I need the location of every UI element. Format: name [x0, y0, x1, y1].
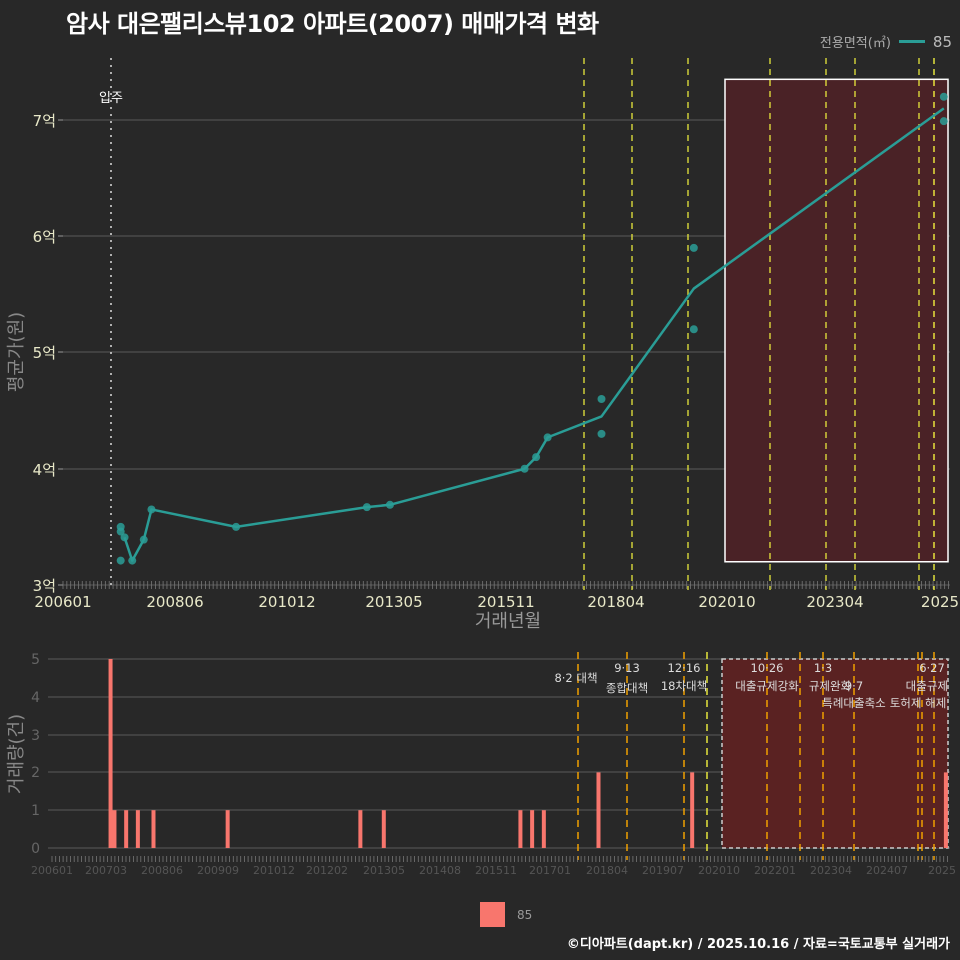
- data-point: [689, 325, 698, 334]
- data-point: [532, 453, 541, 462]
- x-axis-title: 거래년월: [475, 611, 541, 632]
- x-tick-label: 2025: [928, 864, 956, 877]
- x-tick-label: 201701: [529, 864, 571, 877]
- data-point: [597, 429, 606, 438]
- x-tick-label: 201305: [365, 593, 422, 611]
- policy-annotation: 18차대책: [661, 679, 707, 693]
- x-tick-label: 201202: [306, 864, 348, 877]
- x-tick-label: 201408: [419, 864, 461, 877]
- data-point: [116, 527, 125, 536]
- volume-bar: [151, 810, 156, 848]
- data-point: [520, 464, 529, 473]
- volume-bar: [124, 810, 129, 848]
- x-tick-label: 200909: [197, 864, 239, 877]
- chart-title: 암사 대은팰리스뷰102 아파트(2007) 매매가격 변화: [66, 10, 599, 38]
- x-tick-label: 200806: [146, 593, 203, 611]
- volume-bar: [690, 772, 695, 848]
- x-tick-label: 200703: [85, 864, 127, 877]
- data-point: [689, 243, 698, 252]
- policy-annotation: 종합대책: [606, 681, 648, 695]
- volume-bar: [225, 810, 230, 848]
- y-tick-label: 2: [31, 765, 40, 781]
- legend-line-swatch-icon: [898, 40, 925, 43]
- x-tick-label: 200806: [141, 864, 183, 877]
- x-tick-label: 202010: [698, 864, 740, 877]
- legend-area: 전용면적(㎡) 85: [819, 32, 952, 52]
- y-tick-label: 5: [31, 652, 40, 668]
- y-tick-label: 4억: [33, 461, 56, 479]
- data-point: [120, 533, 129, 542]
- legend-value: 85: [932, 32, 952, 51]
- data-point: [543, 433, 552, 442]
- volume-bar: [541, 810, 546, 848]
- x-tick-label: 201804: [587, 593, 644, 611]
- data-point: [139, 535, 148, 544]
- x-tick-label: 202201: [754, 864, 796, 877]
- y-axis-title: 거래량(건): [6, 714, 27, 794]
- volume-bar: [112, 810, 117, 848]
- policy-annotation: 대출규제강화: [735, 679, 799, 693]
- x-tick-label: 202304: [810, 864, 852, 877]
- footer-credit: ©디아파트(dapt.kr) / 2025.10.16 / 자료=국토교통부 실…: [566, 937, 950, 952]
- bar-legend-swatch-icon: [480, 902, 505, 927]
- y-tick-label: 4: [31, 690, 40, 706]
- y-axis-title: 평균가(원): [6, 312, 27, 392]
- data-point: [116, 556, 125, 565]
- x-tick-label: 202407: [866, 864, 908, 877]
- volume-bar: [596, 772, 601, 848]
- x-tick-label: 201511: [475, 864, 517, 877]
- policy-annotation: 10·26: [751, 661, 784, 675]
- bar-legend: 85: [480, 902, 532, 927]
- y-tick-label: 6억: [33, 228, 56, 246]
- x-tick-label: 200601: [34, 593, 91, 611]
- policy-annotation: 9·7: [845, 679, 863, 693]
- x-tick-label: 201012: [258, 593, 315, 611]
- highlight-box: [724, 78, 949, 563]
- data-point: [939, 117, 948, 126]
- data-point: [385, 500, 394, 509]
- x-tick-label: 2025: [921, 593, 959, 611]
- highlight-box: [721, 658, 949, 849]
- y-tick-label: 3: [31, 728, 40, 744]
- bar-legend-value: 85: [517, 907, 533, 922]
- legend-title: 전용면적(㎡): [819, 36, 891, 51]
- policy-annotation: 6·27: [919, 661, 945, 675]
- volume-bar: [135, 810, 140, 848]
- policy-annotation: 규제완화: [809, 679, 852, 693]
- data-point: [597, 395, 606, 403]
- volume-bar: [108, 659, 113, 848]
- x-tick-label: 201012: [253, 864, 295, 877]
- volume-bar: [943, 772, 948, 848]
- x-tick-label: 201305: [363, 864, 405, 877]
- volume-bar: [518, 810, 523, 848]
- policy-annotation: 12·16: [668, 661, 701, 675]
- data-point: [128, 556, 137, 565]
- data-point: [362, 503, 371, 512]
- y-tick-label: 0: [31, 841, 40, 857]
- data-point: [232, 522, 241, 531]
- policy-annotation: 대출규제: [906, 679, 948, 693]
- x-tick-label: 202010: [698, 593, 755, 611]
- y-tick-label: 1: [31, 803, 40, 819]
- x-tick-label: 201907: [642, 864, 684, 877]
- move-in-label: 입주: [99, 91, 123, 106]
- data-point: [147, 505, 156, 514]
- volume-bar: [381, 810, 386, 848]
- y-tick-label: 7억: [33, 112, 56, 130]
- policy-annotation: 8·2 대책: [554, 671, 597, 685]
- data-point: [939, 92, 948, 101]
- x-tick-label: 201804: [586, 864, 628, 877]
- policy-annotation: 토허제 해제: [890, 696, 947, 710]
- policy-annotation: 특례대출축소: [822, 696, 885, 710]
- x-tick-label: 202304: [806, 593, 863, 611]
- volume-bar: [530, 810, 535, 848]
- volume-bar: [358, 810, 363, 848]
- x-tick-label: 201511: [477, 593, 534, 611]
- policy-annotation: 1·3: [814, 661, 832, 675]
- y-tick-label: 3억: [33, 577, 56, 595]
- policy-annotation: 9·13: [614, 661, 640, 675]
- x-tick-label: 200601: [31, 864, 73, 877]
- y-tick-label: 5억: [33, 344, 56, 362]
